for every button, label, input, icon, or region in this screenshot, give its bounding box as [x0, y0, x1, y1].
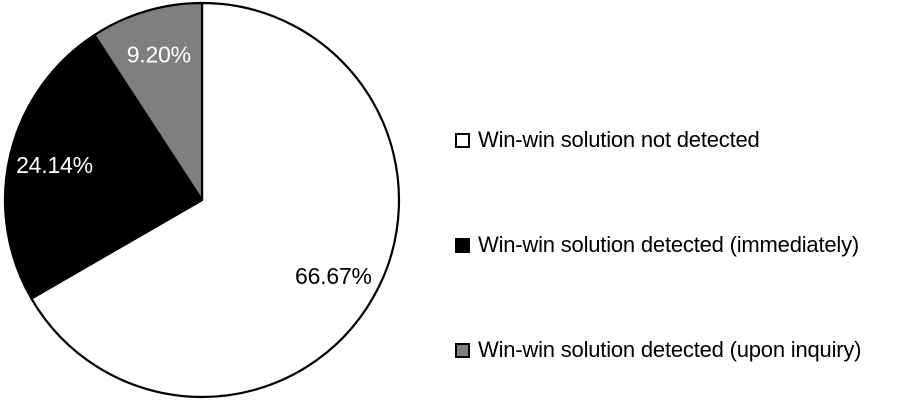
legend-label-not-detected: Win-win solution not detected — [478, 127, 760, 152]
pie-data-label-2: 9.20% — [127, 42, 191, 68]
legend-swatch-black-icon — [455, 237, 470, 253]
legend-swatch-white-icon — [455, 132, 470, 148]
legend-label-detected-immediately: Win-win solution detected (immediately) — [478, 232, 860, 257]
pie-slice-0 — [30, 1, 401, 399]
legend: Win-win solution not detected Win-win so… — [455, 0, 898, 407]
pie-chart: 66.67% 24.14% 9.20% — [3, 1, 401, 399]
legend-item-detected-immediately: Win-win solution detected (immediately) — [455, 232, 859, 258]
legend-item-not-detected: Win-win solution not detected — [455, 127, 760, 153]
pie-slice-1 — [3, 33, 204, 300]
pie-data-label-0: 66.67% — [295, 263, 372, 289]
legend-item-detected-upon-inquiry: Win-win solution detected (upon inquiry) — [455, 337, 862, 363]
pie-chart-area: 66.67% 24.14% 9.20% — [0, 0, 440, 407]
legend-label-detected-upon-inquiry: Win-win solution detected (upon inquiry) — [478, 337, 862, 362]
legend-swatch-gray-icon — [455, 342, 470, 358]
pie-slice-2 — [93, 1, 204, 202]
pie-data-label-1: 24.14% — [16, 152, 93, 178]
